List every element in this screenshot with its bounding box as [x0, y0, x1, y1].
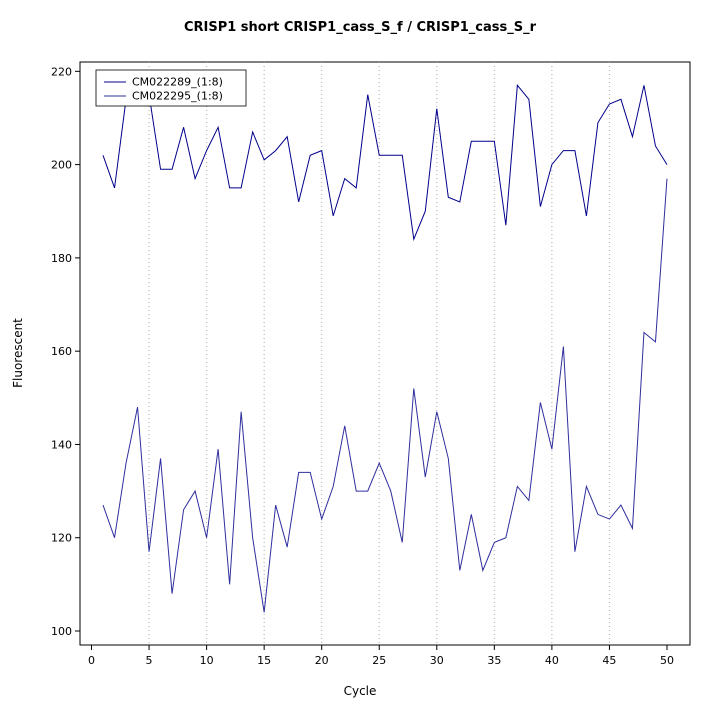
y-tick-label: 200	[51, 159, 72, 172]
x-axis-label: Cycle	[343, 684, 377, 698]
y-axis-label: Fluorescent	[11, 318, 25, 388]
y-tick-label: 160	[51, 345, 72, 358]
x-tick-label: 10	[200, 654, 214, 667]
plot-box	[79, 61, 691, 646]
legend-box	[95, 69, 247, 107]
x-tick-label: 25	[372, 654, 386, 667]
x-tick-label: 5	[146, 654, 153, 667]
x-tick-label: 45	[602, 654, 616, 667]
y-tick-label: 100	[51, 625, 72, 638]
legend-label: CM022289_(1:8)	[132, 76, 223, 89]
x-tick-label: 0	[88, 654, 95, 667]
y-tick-label: 220	[51, 65, 72, 78]
y-tick-label: 140	[51, 438, 72, 451]
x-tick-label: 20	[315, 654, 329, 667]
y-tick-label: 180	[51, 252, 72, 265]
x-tick-label: 30	[430, 654, 444, 667]
series-line-0	[102, 84, 668, 242]
x-tick-label: 15	[257, 654, 271, 667]
x-tick-label: 35	[487, 654, 501, 667]
x-tick-label: 50	[660, 654, 674, 667]
y-tick-label: 120	[51, 532, 72, 545]
legend-label: CM022295_(1:8)	[132, 90, 223, 103]
series-line-1	[102, 178, 668, 613]
x-tick-label: 40	[545, 654, 559, 667]
chart-title: CRISP1 short CRISP1_cass_S_f / CRISP1_ca…	[183, 20, 537, 35]
